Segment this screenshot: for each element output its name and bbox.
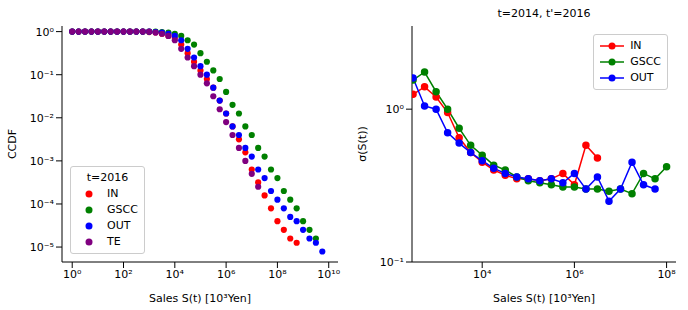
html-text:t=2014, t'=2016: t=2014, t'=2016	[497, 7, 591, 20]
svg-text:10⁴: 10⁴	[473, 268, 492, 281]
svg-text:σ(S(t)): σ(S(t))	[356, 126, 369, 161]
html-text:OUT: OUT	[630, 71, 654, 84]
svg-text:Sales S(t) [10³Yen]: Sales S(t) [10³Yen]	[149, 292, 251, 305]
html-text:OUT: OUT	[107, 219, 131, 232]
svg-text:10⁶: 10⁶	[217, 268, 236, 281]
svg-text:10¹⁰: 10¹⁰	[317, 268, 340, 281]
svg-text:10⁰: 10⁰	[386, 103, 405, 116]
html-text:TE: TE	[107, 235, 121, 248]
html-text:IN: IN	[107, 187, 119, 200]
svg-text:10⁰: 10⁰	[63, 268, 82, 281]
html-text:GSCC: GSCC	[630, 55, 661, 68]
svg-text:10⁰: 10⁰	[36, 26, 55, 39]
svg-text:10²: 10²	[114, 268, 132, 281]
svg-text:10⁻³: 10⁻³	[30, 155, 54, 168]
html-text:IN: IN	[630, 39, 642, 52]
svg-text:10⁶: 10⁶	[565, 268, 584, 281]
svg-text:CCDF: CCDF	[8, 129, 19, 159]
svg-text:10⁴: 10⁴	[166, 268, 185, 281]
svg-text:10⁻¹: 10⁻¹	[30, 69, 54, 82]
svg-text:10⁻⁴: 10⁻⁴	[30, 198, 55, 211]
svg-text:10⁸: 10⁸	[657, 268, 676, 281]
svg-text:10⁻²: 10⁻²	[30, 112, 54, 125]
html-text:GSCC: GSCC	[107, 203, 138, 216]
svg-text:10⁻¹: 10⁻¹	[380, 256, 404, 269]
svg-text:Sales S(t) [10³Yen]: Sales S(t) [10³Yen]	[493, 292, 595, 305]
html-text:t=2016: t=2016	[86, 171, 129, 184]
svg-text:10⁻⁵: 10⁻⁵	[30, 241, 54, 254]
svg-text:10⁸: 10⁸	[268, 268, 287, 281]
